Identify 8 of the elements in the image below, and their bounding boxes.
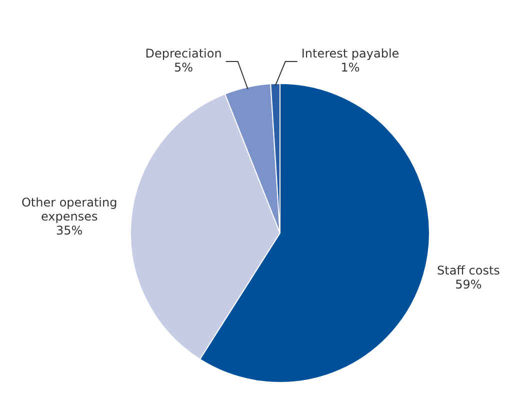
slice-label: Other operating expenses [21,196,118,224]
data-label: 59% [455,278,482,292]
data-label: 35% [56,224,83,238]
data-label: 5% [174,60,194,75]
data-label: 1% [340,60,360,75]
slice-label: Staff costs [437,264,500,278]
slice-label: Interest payable [301,46,400,61]
slice-label: Depreciation [145,46,222,61]
